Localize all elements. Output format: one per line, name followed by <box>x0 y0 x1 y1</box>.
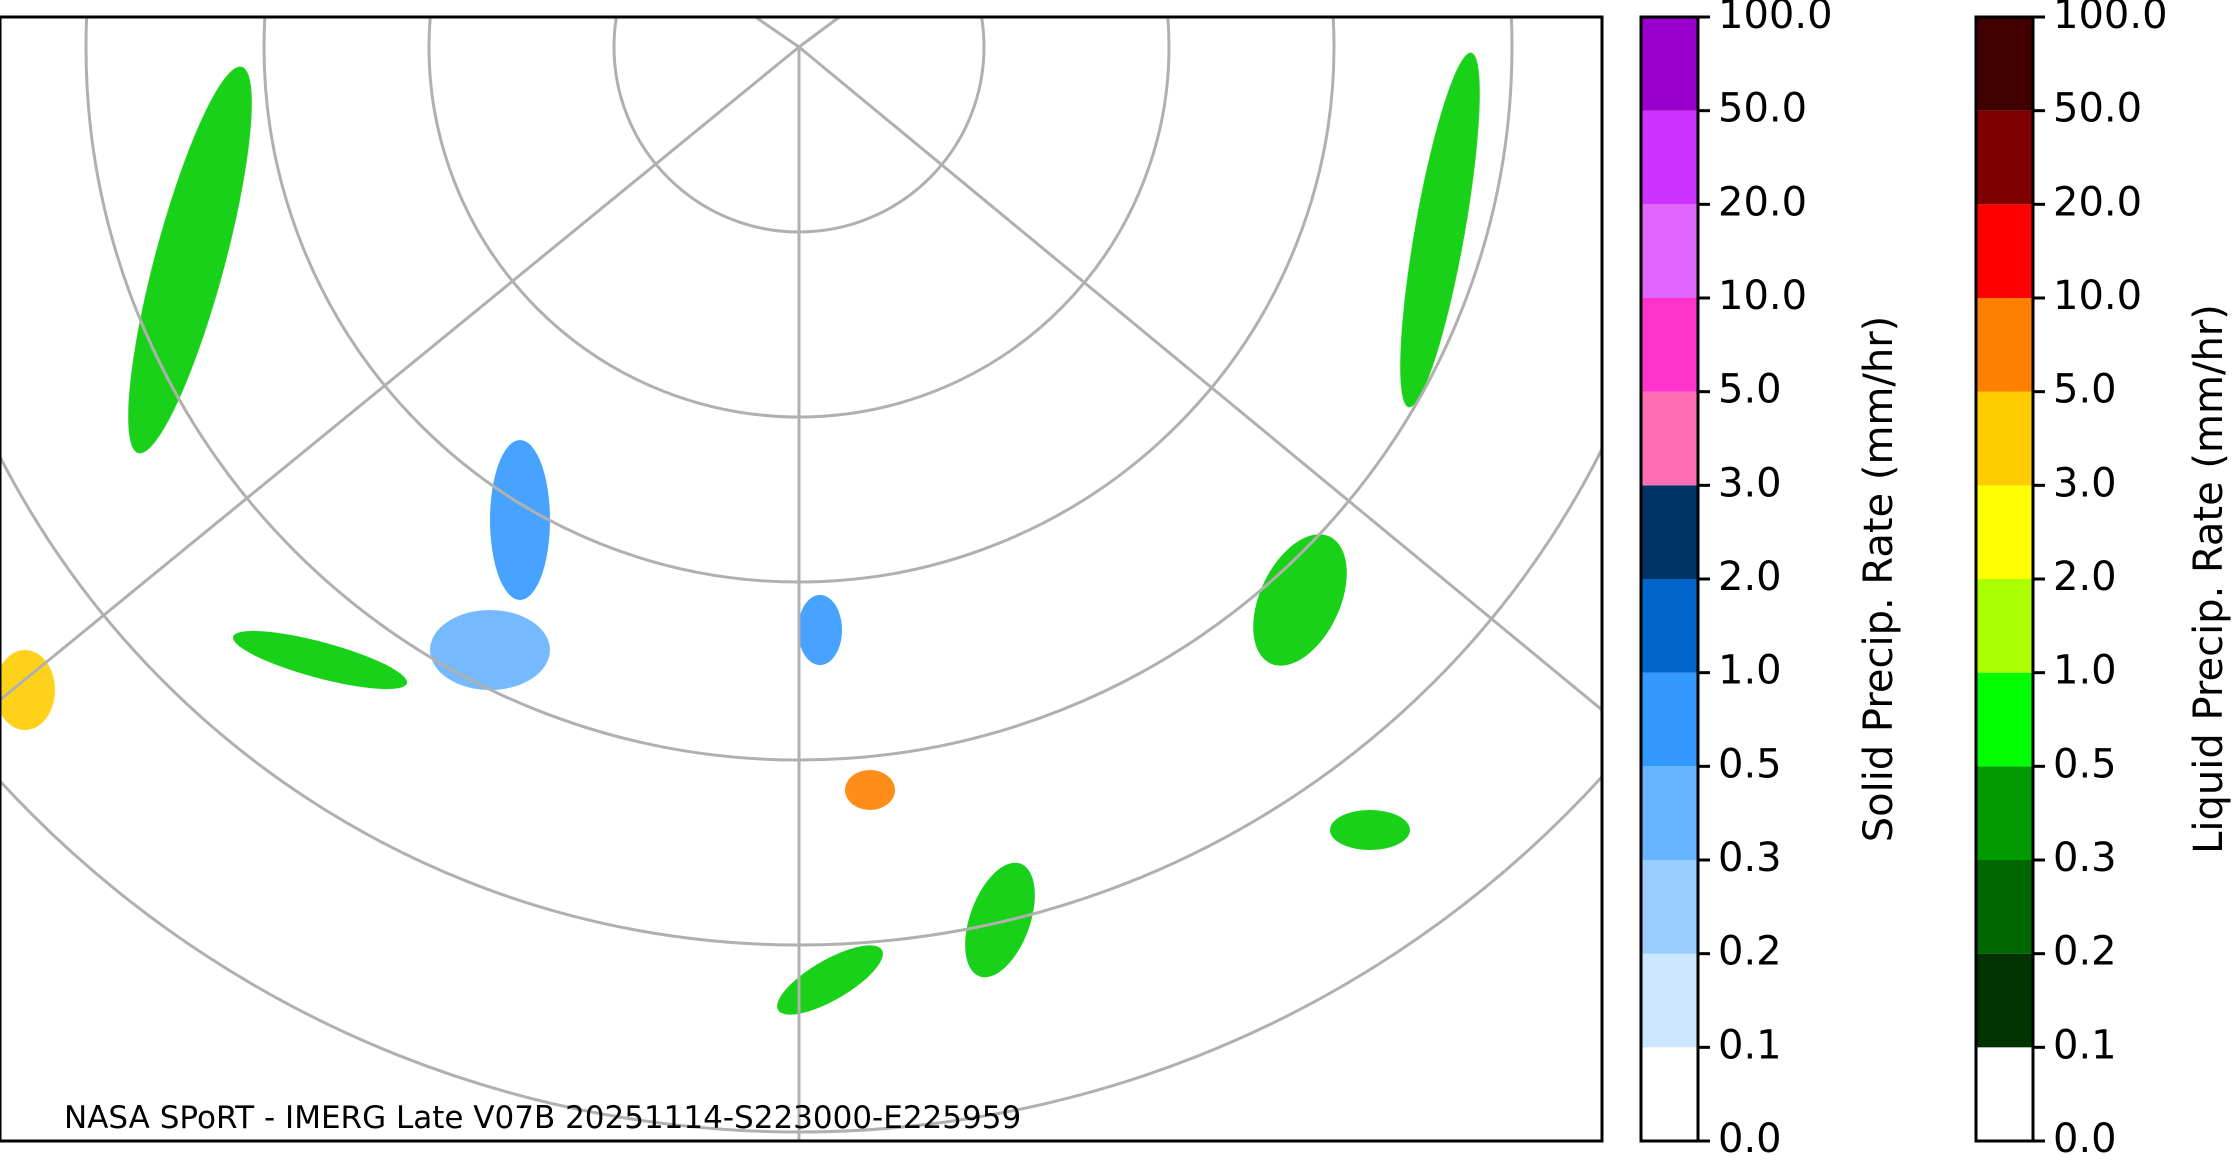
tick-label: 50.0 <box>2053 86 2142 132</box>
tick-label: 100.0 <box>2053 0 2168 38</box>
map <box>0 17 1602 1141</box>
tick-label: 5.0 <box>2053 367 2117 413</box>
tick-label: 1.0 <box>2053 648 2117 694</box>
colorbar-segment <box>1641 860 1698 954</box>
colorbar-segment <box>1641 391 1698 486</box>
colorbar-segment <box>1976 485 2033 579</box>
tick-label: 0.2 <box>2053 929 2117 975</box>
colorbar-segment <box>1976 1047 2033 1141</box>
tick-label: 0.3 <box>1718 835 1782 881</box>
caption: NASA SPoRT - IMERG Late V07B 20251114-S2… <box>64 1100 1021 1136</box>
graticule <box>0 17 1602 1141</box>
tick-label: 20.0 <box>1718 179 1807 225</box>
colorbar-segment <box>1641 766 1698 860</box>
tick-label: 2.0 <box>2053 554 2117 600</box>
colorbar-label: Solid Precip. Rate (mm/hr) <box>1856 316 1902 843</box>
colorbar-segment <box>1976 298 2033 392</box>
colorbar-segment <box>1641 1047 1698 1141</box>
colorbars: 0.0 0.1 0.2 0.3 0.5 1.0 2.0 3.0 5.0 10.0 20.0 50.0 1… <box>1639 0 2232 1162</box>
tick-label: 5.0 <box>1718 367 1782 413</box>
colorbar-segment <box>1641 204 1698 298</box>
colorbar-segment <box>1976 953 2033 1048</box>
colorbar-segment <box>1641 17 1698 111</box>
map-frame <box>0 15 1604 1143</box>
colorbar-segment <box>1641 579 1698 673</box>
colorbar-segment <box>1976 204 2033 298</box>
tick-label: 0.5 <box>2053 741 2117 787</box>
tick-label: 2.0 <box>1718 554 1782 600</box>
tick-label: 1.0 <box>1718 648 1782 694</box>
colorbar-label: Liquid Precip. Rate (mm/hr) <box>2186 304 2232 854</box>
tick-label: 10.0 <box>1718 273 1807 319</box>
tick-label: 0.3 <box>2053 835 2117 881</box>
colorbar-segment <box>1641 298 1698 392</box>
colorbar-segment <box>1976 860 2033 954</box>
tick-label: 0.1 <box>2053 1022 2117 1068</box>
colorbar-segment <box>1641 485 1698 579</box>
tick-label: 10.0 <box>2053 273 2142 319</box>
colorbar-segment <box>1976 391 2033 486</box>
tick-label: 3.0 <box>2053 460 2117 506</box>
tick-label: 100.0 <box>1718 0 1833 38</box>
tick-label: 3.0 <box>1718 460 1782 506</box>
precip-features <box>0 52 1480 1015</box>
tick-label: 0.0 <box>2053 1116 2117 1162</box>
tick-label: 20.0 <box>2053 179 2142 225</box>
tick-label: 0.0 <box>1718 1116 1782 1162</box>
tick-label: 0.5 <box>1718 741 1782 787</box>
tick-label: 0.2 <box>1718 929 1782 975</box>
colorbar-segment <box>1641 110 1698 205</box>
tick-label: 50.0 <box>1718 86 1807 132</box>
colorbar-segment <box>1641 672 1698 767</box>
colorbar-segment <box>1976 766 2033 860</box>
colorbar-segment <box>1641 953 1698 1048</box>
colorbar-segment <box>1976 579 2033 673</box>
colorbar-segment <box>1976 672 2033 767</box>
colorbar-segment <box>1976 110 2033 205</box>
colorbar-segment <box>1976 17 2033 111</box>
tick-label: 0.1 <box>1718 1022 1782 1068</box>
